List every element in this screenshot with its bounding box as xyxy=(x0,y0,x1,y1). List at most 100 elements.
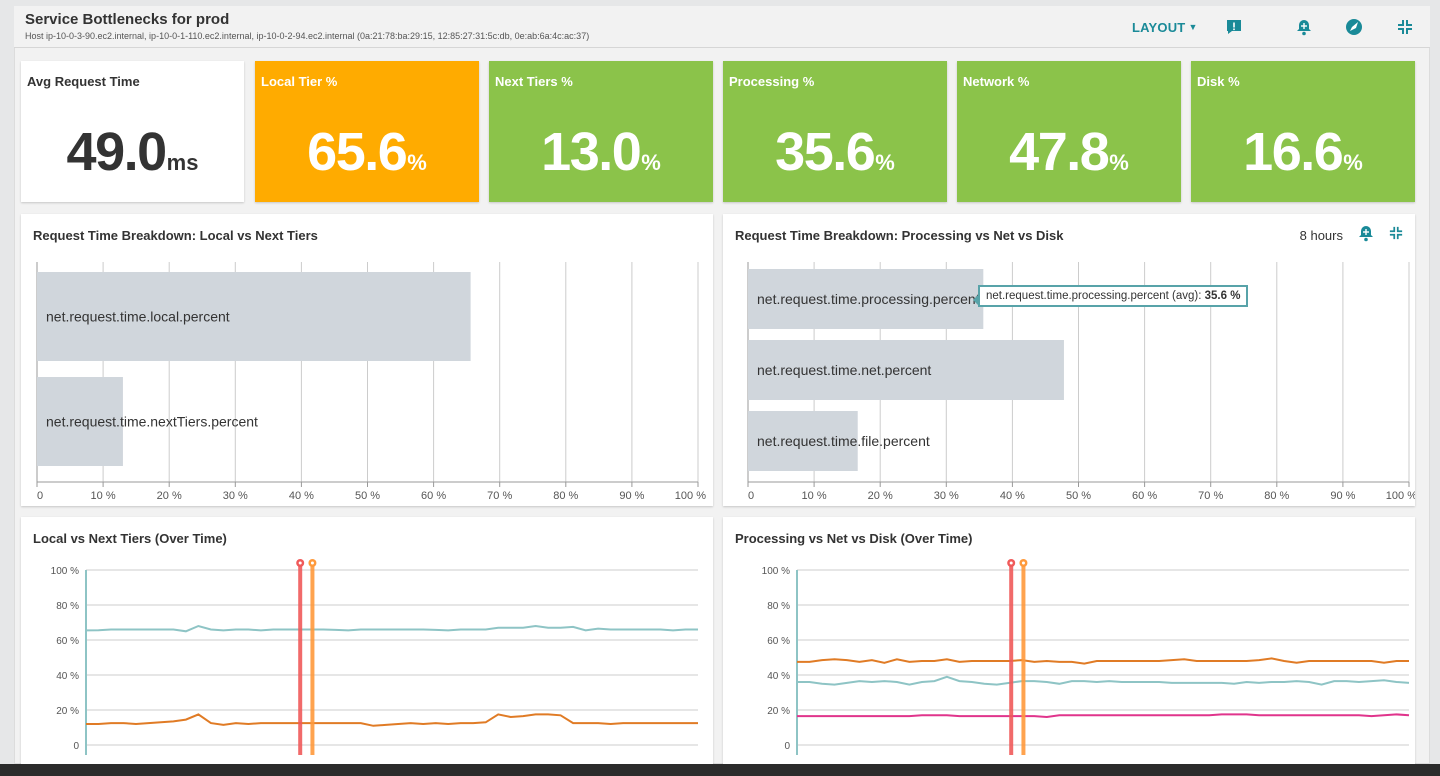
y-tick-label: 40 % xyxy=(767,671,790,682)
stat-unit: ms xyxy=(166,150,199,175)
dashboard-header: Service Bottlenecks for prod Host ip-10-… xyxy=(14,6,1430,48)
x-tick-label: 0 xyxy=(748,490,754,502)
x-tick-label: 20 % xyxy=(157,490,182,502)
y-tick-label: 80 % xyxy=(56,601,79,612)
y-tick-label: 20 % xyxy=(767,706,790,717)
line-chart-local-vs-next: 0 20 % 40 % 60 % 80 % 100 % xyxy=(51,559,698,755)
panel-title: Request Time Breakdown: Processing vs Ne… xyxy=(735,228,1064,243)
x-tick-label: 60 % xyxy=(1132,490,1157,502)
panel-local-vs-next-over-time: 0 20 % 40 % 60 % 80 % 100 % Local vs Next Tie… xyxy=(21,517,713,764)
stat-value: 65.6% xyxy=(255,121,479,183)
series-line-nextTiers xyxy=(86,713,698,727)
panel-processing-net-disk-over-time: 0 20 % 40 % 60 % 80 % 100 % Processing vs Net… xyxy=(723,517,1415,764)
series-line-file xyxy=(797,713,1410,719)
x-tick-label: 30 % xyxy=(223,490,248,502)
stat-value: 13.0% xyxy=(489,121,713,183)
bar-label: net.request.time.net.percent xyxy=(757,362,931,378)
x-tick-label: 100 % xyxy=(1386,490,1415,502)
stat-card-avg-request-time[interactable]: Avg Request Time 49.0ms xyxy=(21,61,244,202)
tooltip-label: net.request.time.processing.percent (avg… xyxy=(986,290,1202,302)
y-tick-label: 0 xyxy=(73,741,79,752)
alert-bubble-icon[interactable] xyxy=(1222,14,1246,40)
y-tick-label: 60 % xyxy=(767,636,790,647)
collapse-icon[interactable] xyxy=(1393,14,1417,40)
y-tick-label: 40 % xyxy=(56,671,79,682)
x-tick-label: 40 % xyxy=(1000,490,1025,502)
stat-unit: % xyxy=(1343,150,1363,175)
rocket-icon[interactable] xyxy=(1342,14,1366,40)
series-line-processing xyxy=(797,675,1410,686)
y-tick-label: 100 % xyxy=(51,566,79,577)
x-tick-label: 40 % xyxy=(289,490,314,502)
dashboard-scope: Host ip-10-0-3-90.ec2.internal, ip-10-0-… xyxy=(25,31,590,41)
stat-title: Disk % xyxy=(1197,74,1240,89)
x-tick-label: 30 % xyxy=(934,490,959,502)
bar xyxy=(37,377,123,466)
x-tick-label: 70 % xyxy=(1198,490,1223,502)
x-tick-label: 90 % xyxy=(619,490,644,502)
y-tick-label: 100 % xyxy=(762,566,790,577)
stat-unit: % xyxy=(407,150,427,175)
bar-label: net.request.time.local.percent xyxy=(46,309,230,325)
stat-card-disk[interactable]: Disk % 16.6% xyxy=(1191,61,1415,202)
caret-down-icon: ▼ xyxy=(1188,22,1198,32)
x-tick-label: 100 % xyxy=(675,490,706,502)
x-tick-label: 90 % xyxy=(1330,490,1355,502)
stat-card-next-tiers[interactable]: Next Tiers % 13.0% xyxy=(489,61,713,202)
bar xyxy=(748,340,1064,400)
stat-number: 49.0 xyxy=(66,122,168,182)
stat-value: 16.6% xyxy=(1191,121,1415,183)
stat-number: 16.6 xyxy=(1243,122,1344,182)
panel-title: Local vs Next Tiers (Over Time) xyxy=(33,531,227,546)
stat-title: Next Tiers % xyxy=(495,74,573,89)
window-bottom-edge xyxy=(0,764,1440,776)
collapse-icon[interactable] xyxy=(1389,226,1403,245)
stat-title: Network % xyxy=(963,74,1030,89)
layout-dropdown-button[interactable]: LAYOUT ▼ xyxy=(1132,14,1198,40)
time-range-label[interactable]: 8 hours xyxy=(1299,228,1343,243)
stat-unit: % xyxy=(875,150,895,175)
event-pin-dot xyxy=(1021,561,1025,565)
bar-chart-processing-net-disk: 0 10 % 20 % 30 % 40 % 50 % 60 % 70 % 80 % 90 % 100… xyxy=(747,262,1415,502)
stat-unit: % xyxy=(641,150,661,175)
stat-number: 35.6 xyxy=(775,122,876,182)
stat-card-processing[interactable]: Processing % 35.6% xyxy=(723,61,947,202)
stat-card-local-tier[interactable]: Local Tier % 65.6% xyxy=(255,61,479,202)
stat-title: Local Tier % xyxy=(261,74,338,89)
y-tick-label: 60 % xyxy=(56,636,79,647)
series-line-local xyxy=(85,624,698,633)
bar xyxy=(748,411,858,471)
x-tick-label: 70 % xyxy=(487,490,512,502)
event-pin-dot xyxy=(310,561,314,565)
stat-title: Processing % xyxy=(729,74,815,89)
dashboard-title: Service Bottlenecks for prod xyxy=(25,11,230,28)
y-tick-label: 20 % xyxy=(56,706,79,717)
stat-number: 13.0 xyxy=(541,122,642,182)
event-pin-dot xyxy=(1009,561,1013,565)
stat-card-network[interactable]: Network % 47.8% xyxy=(957,61,1181,202)
x-tick-label: 60 % xyxy=(421,490,446,502)
bar-label: net.request.time.file.percent xyxy=(757,433,930,449)
panel-processing-net-disk: 0 10 % 20 % 30 % 40 % 50 % 60 % 70 % 80 % 90 % 100… xyxy=(723,214,1415,506)
bell-plus-icon[interactable] xyxy=(1292,14,1316,40)
series-line-net xyxy=(797,657,1409,665)
x-tick-label: 0 xyxy=(37,490,43,502)
stat-number: 65.6 xyxy=(307,122,408,182)
bell-plus-icon[interactable] xyxy=(1357,224,1375,247)
x-tick-label: 50 % xyxy=(1066,490,1091,502)
panel-title: Request Time Breakdown: Local vs Next Ti… xyxy=(33,228,318,243)
bar-label: net.request.time.processing.percent xyxy=(757,291,980,307)
stat-value: 49.0ms xyxy=(21,121,244,183)
y-tick-label: 80 % xyxy=(767,601,790,612)
dashboard-content: Avg Request Time 49.0ms Local Tier % 65.… xyxy=(14,48,1430,764)
x-tick-label: 20 % xyxy=(868,490,893,502)
panel-toolbar: 8 hours xyxy=(1300,224,1403,247)
stat-title: Avg Request Time xyxy=(27,74,140,89)
layout-label: LAYOUT xyxy=(1132,19,1186,35)
x-tick-label: 10 % xyxy=(802,490,827,502)
line-chart-processing-net-disk: 0 20 % 40 % 60 % 80 % 100 % xyxy=(762,559,1410,755)
bar xyxy=(37,272,471,361)
x-tick-label: 80 % xyxy=(1264,490,1289,502)
panel-local-vs-next-tiers: 0 10 % 20 % 30 % 40 % 50 % 60 % 70 % 80 % 90 % 100… xyxy=(21,214,713,506)
bar xyxy=(748,269,984,329)
